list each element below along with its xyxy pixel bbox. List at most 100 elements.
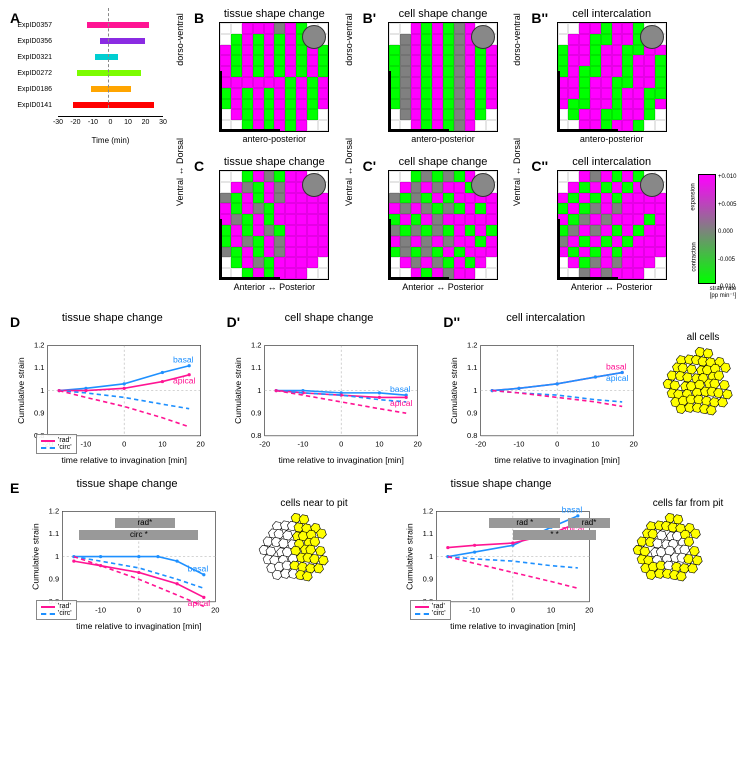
heatmap-cell — [454, 257, 465, 268]
heatmap-cell — [601, 214, 612, 225]
heatmap-cell — [421, 66, 432, 77]
heatmap-cell — [231, 225, 242, 236]
panel-title: tissue shape change — [192, 8, 357, 20]
heatmap-cell — [242, 203, 253, 214]
heatmap-cell — [242, 45, 253, 56]
panel-label: C — [194, 158, 204, 174]
heatmap-cell — [400, 120, 411, 131]
heatmap-cell — [296, 120, 307, 131]
heatmap-cell — [475, 99, 486, 110]
heatmap-cell — [220, 45, 231, 56]
heatmap-cell — [242, 99, 253, 110]
heatmap-row2: C tissue shape change Ventral ↔ Dorsal A… — [192, 156, 748, 300]
heatmap-cell — [220, 257, 231, 268]
heatmap-cell — [558, 109, 569, 120]
heatmap-cell — [411, 257, 422, 268]
timeline-row: ExpID0356 — [13, 34, 163, 48]
heatmap-cell — [579, 247, 590, 258]
linechart-row: D tissue shape change -20-10010200.80.91… — [8, 312, 748, 466]
svg-text:time relative to invagination: time relative to invagination [min] — [278, 455, 403, 465]
heatmap-cell — [633, 77, 644, 88]
legend-item: 'circ' — [415, 610, 446, 617]
heatmap-cell — [264, 236, 275, 247]
heatmap-cell — [318, 257, 329, 268]
heatmap-cell — [601, 99, 612, 110]
heatmap-cell — [389, 66, 400, 77]
timeline-row: ExpID0321 — [13, 50, 163, 64]
panel-label: F — [384, 480, 393, 496]
heatmap-cell — [655, 247, 666, 258]
heatmap-cell — [421, 55, 432, 66]
svg-text:-10: -10 — [469, 606, 480, 615]
heatmap-cell — [231, 268, 242, 279]
svg-text:time relative to invagination: time relative to invagination [min] — [76, 621, 201, 631]
heatmap-cell — [389, 182, 400, 193]
heatmap-cell — [475, 225, 486, 236]
heatmap-cell — [601, 193, 612, 204]
heatmap-cell — [400, 45, 411, 56]
heatmap-cell — [389, 77, 400, 88]
timeline-row: ExpID0272 — [13, 66, 163, 80]
heatmap-cell — [421, 203, 432, 214]
heatmap-cell — [612, 45, 623, 56]
heatmap-cell — [400, 34, 411, 45]
heatmap-cell — [411, 55, 422, 66]
heatmap: dorso-ventral antero-posterior — [529, 22, 694, 152]
svg-text:10: 10 — [173, 606, 181, 615]
heatmap-cell — [612, 171, 623, 182]
heatmap-cell — [454, 247, 465, 258]
heatmap-cell — [264, 257, 275, 268]
far-pit-side: cells far from pit — [628, 478, 748, 632]
heatmap-cell — [274, 55, 285, 66]
heatmap-cell — [296, 236, 307, 247]
heatmap-cell — [432, 171, 443, 182]
panel-title: cell shape change — [361, 8, 526, 20]
heatmap-cell — [231, 247, 242, 258]
heatmap-cell — [644, 247, 655, 258]
heatmap-cell — [644, 88, 655, 99]
heatmap-cell — [285, 23, 296, 34]
heatmap-cell — [242, 55, 253, 66]
heatmap-cell — [253, 23, 264, 34]
sig-bar: circ * — [79, 530, 198, 540]
heatmap-cell — [579, 171, 590, 182]
svg-text:basal: basal — [173, 355, 194, 365]
heatmap: Ventral ↔ Dorsal Anterior ↔ Posterior — [361, 170, 526, 300]
heatmap-cell — [432, 77, 443, 88]
heatmap-cell — [400, 225, 411, 236]
heatmap-cell — [242, 88, 253, 99]
heatmap-cell — [558, 257, 569, 268]
heatmap-cell — [274, 268, 285, 279]
timeline-bar — [95, 54, 118, 60]
heatmap-cell — [421, 247, 432, 258]
heatmap-cell — [432, 109, 443, 120]
heatmap-cell — [421, 182, 432, 193]
heatmap-cell — [475, 214, 486, 225]
svg-text:Cumulative strain: Cumulative strain — [31, 523, 41, 590]
heatmap-cell — [568, 45, 579, 56]
near-pit-label: cells near to pit — [254, 498, 374, 509]
heatmap-cell — [285, 182, 296, 193]
svg-text:1.1: 1.1 — [423, 529, 433, 538]
timeline-axis: -30-20-100102030 — [58, 116, 163, 136]
heatmap-cell — [253, 257, 264, 268]
heatmap-cell — [264, 45, 275, 56]
heatmap-cell — [318, 236, 329, 247]
heatmap-cell — [400, 193, 411, 204]
heatmap-cell — [285, 109, 296, 120]
timeline-bar — [87, 22, 148, 28]
svg-text:time relative to invagination: time relative to invagination [min] — [495, 455, 620, 465]
heatmap-cell — [475, 77, 486, 88]
heatmap-cell — [655, 236, 666, 247]
near-pit-side: cells near to pit — [254, 478, 374, 632]
heatmap-xlabel: antero-posterior — [192, 134, 357, 144]
heatmap-cell — [296, 225, 307, 236]
heatmap-cell — [443, 182, 454, 193]
heatmap-cell — [486, 257, 497, 268]
heatmap-cell — [421, 77, 432, 88]
heatmap-cell — [558, 171, 569, 182]
panel-e: E tissue shape change -20-10010200.80.91… — [8, 478, 246, 632]
heatmap-cell — [486, 109, 497, 120]
heatmap-cell — [579, 23, 590, 34]
heatmap-cell — [590, 214, 601, 225]
